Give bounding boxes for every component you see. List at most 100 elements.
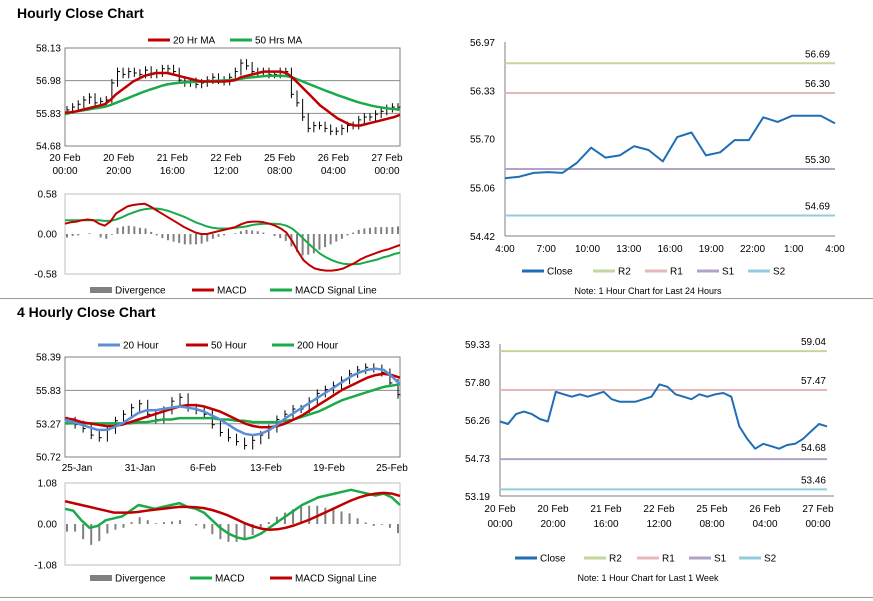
four-hourly-pivot-xtick-time: 12:00 [646,519,671,530]
hourly-price-xtick: 20 Feb [103,153,135,164]
four-hourly-price-xtick: 6-Feb [190,463,217,474]
hourly-price-xtick-time: 12:00 [213,166,238,177]
four-hourly-pivot-xtick-time: 16:00 [593,519,618,530]
four-hourly-price-ytick: 55.83 [36,386,61,397]
hourly-price-plot-area [64,47,401,147]
four-hourly-price-plot-area [64,356,401,458]
four-hourly-pivot-xtick-time: 04:00 [752,519,777,530]
legend-hourly-macd-label: MACD [217,286,246,297]
legend-hourly-pivot-s2-label: S2 [773,267,786,278]
four-hourly-pivot-xtick-time: 00:00 [487,519,512,530]
four-hourly-pivot-xtick: 20 Feb [537,504,569,515]
hourly-pivot-ytick: 56.33 [470,87,495,98]
hourly-price-xtick-time: 04:00 [321,166,346,177]
four-hourly-pivot-xtick: 25 Feb [696,504,728,515]
hourly-price-xtick: 26 Feb [318,153,350,164]
four-hourly-pivot-xtick: 22 Feb [643,504,675,515]
legend-20hr-ma-label: 20 Hr MA [173,36,216,47]
four-hourly-pivot-xtick: 21 Feb [590,504,622,515]
four-hourly-macd-signal-line [64,491,401,531]
section-divider [0,298,873,299]
hourly-pivot-xtick: 4:00 [495,244,515,255]
legend-4h-pivot-close-label: Close [540,554,566,565]
hourly-20hr-ma-line [64,70,401,127]
hourly-pivot-s2-label: 54.69 [805,201,830,212]
hourly-price-ytick: 54.68 [36,142,61,153]
hourly-pivot-ytick: 56.97 [470,38,495,49]
four-hourly-pivot-r1-label: 57.47 [801,376,826,387]
hourly-price-xtick: 25 Feb [264,153,296,164]
four-hourly-price-xtick: 13-Feb [250,463,282,474]
hourly-pivot-xtick: 1:00 [784,244,804,255]
legend-4h-pivot-s2-label: S2 [764,554,777,565]
hourly-pivot-xtick: 19:00 [699,244,724,255]
hourly-price-xtick-time: 00:00 [52,166,77,177]
four-hourly-macd-line [64,488,401,541]
four-hourly-pivot-ytick: 53.19 [465,492,490,503]
legend-20-hour-label: 20 Hour [123,341,159,352]
legend-hourly-pivot-r1-label: R1 [670,267,683,278]
hourly-pivot-ytick: 54.42 [470,232,495,243]
hourly-pivot-r2-label: 56.69 [805,49,830,60]
hourly-close-chart-title: Hourly Close Chart [17,5,144,21]
legend-4h-divergence-label: Divergence [115,574,166,585]
four-hourly-price-ytick: 50.72 [36,453,61,464]
hourly-macd-ytick: -0.58 [34,270,57,281]
four-hourly-macd-plot-area [64,482,401,566]
legend-hourly-macd-signal-label: MACD Signal Line [295,286,377,297]
hourly-pivot-xtick: 22:00 [740,244,765,255]
four-hourly-pivot-xtick-time: 00:00 [805,519,830,530]
four-hourly-pivot-xtick-time: 08:00 [699,519,724,530]
four-hourly-pivot-xtick: 26 Feb [749,504,781,515]
hourly-price-xtick-time: 16:00 [160,166,185,177]
legend-50hrs-ma-label: 50 Hrs MA [255,36,303,47]
hourly-price-xtick: 22 Feb [210,153,242,164]
four-hourly-pivot-r2-label: 59.04 [801,337,826,348]
four-hourly-pivot-xtick: 27 Feb [802,504,834,515]
hourly-price-ytick: 58.13 [36,44,61,55]
hourly-price-xtick: 21 Feb [157,153,189,164]
four-hourly-pivot-ytick: 59.33 [465,340,490,351]
four-hourly-pivot-s1-label: 54.68 [801,443,826,454]
hourly-macd-line [64,202,401,272]
hourly-pivot-s1-label: 55.30 [805,155,830,166]
four-hourly-macd-ytick: 1.08 [38,479,58,490]
legend-4h-macd-label: MACD [215,574,244,585]
legend-4h-macd-signal-label: MACD Signal Line [295,574,377,585]
hourly-pivot-note: Note: 1 Hour Chart for Last 24 Hours [574,286,722,296]
hourly-pivot-ytick: 55.06 [470,183,495,194]
hourly-pivot-ytick: 55.70 [470,135,495,146]
hourly-price-xtick: 27 Feb [371,153,403,164]
legend-4h-pivot-r2-label: R2 [609,554,622,565]
bottom-divider [0,597,873,598]
legend-4h-pivot-r1-label: R1 [662,554,675,565]
hourly-pivot-close-line [504,114,836,180]
hourly-price-xtick-time: 08:00 [267,166,292,177]
legend-hourly-divergence-label: Divergence [115,286,166,297]
hourly-pivot-xtick: 10:00 [575,244,600,255]
legend-200-hour-label: 200 Hour [297,341,339,352]
legend-hourly-pivot-close-label: Close [547,267,573,278]
hourly-pivot-xtick: 7:00 [537,244,557,255]
hourly-pivot-xtick: 16:00 [657,244,682,255]
hourly-price-ytick: 55.83 [36,109,61,120]
four-hourly-pivot-close-line [499,383,828,450]
four-hourly-pivot-ytick: 57.80 [465,378,490,389]
four-hourly-pivot-xtick: 20 Feb [484,504,516,515]
hourly-macd-ytick: 0.58 [38,190,58,201]
four-hourly-macd-ytick: 0.00 [38,520,58,531]
hourly-price-ytick: 56.98 [36,76,61,87]
hourly-price-xtick-time: 00:00 [374,166,399,177]
hourly-price-xtick-time: 20:00 [106,166,131,177]
four-hourly-pivot-xtick-time: 20:00 [540,519,565,530]
legend-50-hour-label: 50 Hour [211,341,247,352]
four-hourly-price-xtick: 19-Feb [313,463,345,474]
hourly-pivot-xtick: 4:00 [825,244,845,255]
four-hourly-pivot-note: Note: 1 Hour Chart for Last 1 Week [578,573,719,583]
hourly-pivot-r1-label: 56.30 [805,79,830,90]
four-hourly-pivot-s2-label: 53.46 [801,475,826,486]
four-hourly-price-xtick: 31-Jan [125,463,156,474]
hourly-macd-signal-line [65,207,401,266]
four-hourly-price-ytick: 58.39 [36,353,61,364]
